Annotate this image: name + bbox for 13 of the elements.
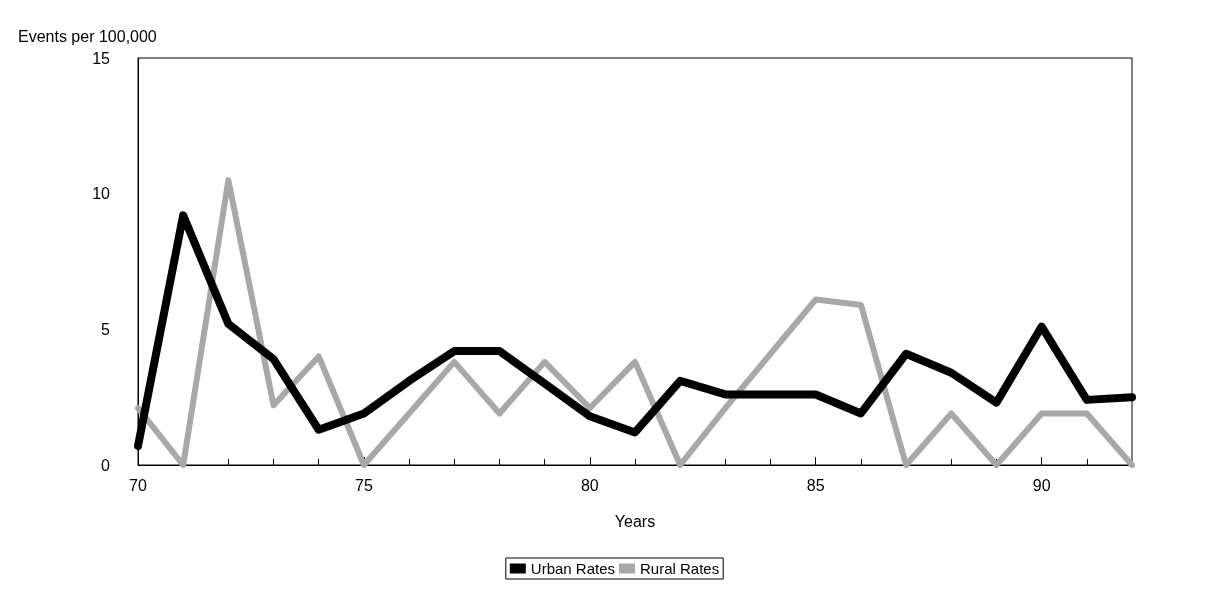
x-tick-label: 90 <box>1032 476 1051 494</box>
x-tick-label: 80 <box>580 476 599 494</box>
x-axis-title: Years <box>614 512 656 530</box>
x-tick-label: 75 <box>355 476 373 494</box>
legend-label: Rural Rates <box>640 560 720 577</box>
y-tick-label: 10 <box>92 185 111 203</box>
legend-label: Urban Rates <box>530 560 616 577</box>
y-tick-label: 15 <box>92 49 111 67</box>
y-tick-label: 0 <box>101 456 111 474</box>
x-tick-label: 70 <box>129 476 147 494</box>
y-axis-title: Events per 100,000 <box>18 27 157 45</box>
y-tick-label: 5 <box>101 320 111 338</box>
x-tick-label: 85 <box>806 476 825 494</box>
